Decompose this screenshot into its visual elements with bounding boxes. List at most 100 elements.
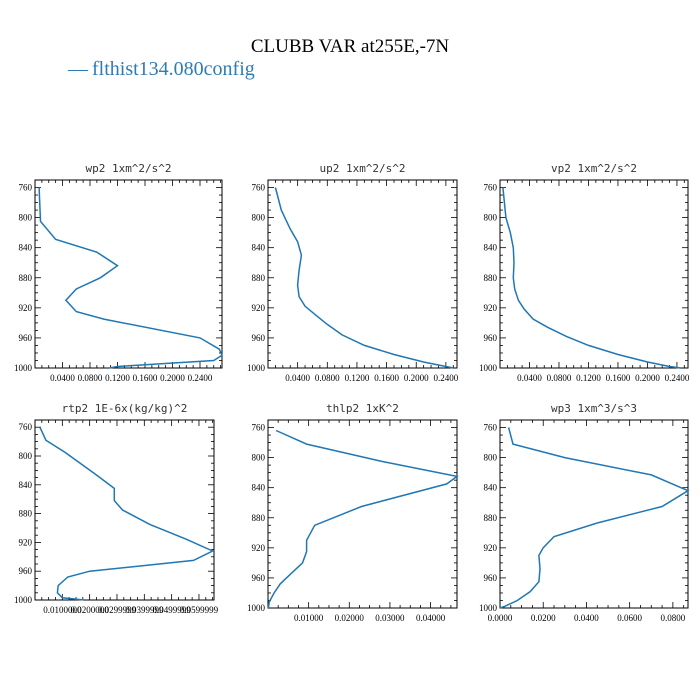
y-tick-label: 960 [19, 566, 33, 576]
legend-label: flthist134.080config [92, 58, 255, 80]
y-tick-label: 880 [252, 513, 266, 523]
x-tick-label: 0.1200 [345, 373, 370, 383]
x-tick-label: 0.0400 [517, 373, 542, 383]
y-tick-label: 880 [484, 273, 498, 283]
y-tick-label: 880 [19, 273, 33, 283]
x-tick-label: 0.2000 [635, 373, 660, 383]
x-tick-label: 0.2000 [404, 373, 429, 383]
x-tick-label: 0.0100000 [43, 605, 82, 615]
legend-line-icon: — [68, 58, 88, 80]
x-tick-label: 0.0800 [78, 373, 103, 383]
y-tick-label: 1000 [247, 603, 266, 613]
x-tick-label: 0.2400 [188, 373, 213, 383]
panel-frame [34, 179, 223, 369]
y-tick-label: 1000 [14, 595, 33, 605]
y-tick-label: 800 [19, 451, 33, 461]
panel-2: up2 1xm^2/s^2 760 800 840 880 920 960 1000 0.040… [247, 162, 459, 383]
figure-title: CLUBB VAR at255E,-7N [250, 36, 450, 57]
y-tick-label: 920 [252, 303, 266, 313]
y-tick-label: 960 [484, 333, 498, 343]
x-tick-label: 0.02000 [335, 613, 365, 623]
y-tick-label: 960 [484, 573, 498, 583]
x-tick-label: 0.0400 [285, 373, 310, 383]
y-tick-label: 760 [19, 183, 33, 193]
y-tick-label: 840 [252, 483, 266, 493]
y-tick-label: 760 [484, 183, 498, 193]
x-tick-label: 0.2400 [434, 373, 459, 383]
y-tick-label: 920 [252, 543, 266, 553]
y-tick-label: 960 [252, 333, 266, 343]
panel-5: thlp2 1xK^2 760 800 840 880 920 960 1000 0.01000… [247, 402, 459, 623]
panel-frame [267, 179, 458, 369]
series-line [38, 187, 223, 369]
x-tick-label: 0.0599999 [180, 605, 219, 615]
panel-frame [267, 419, 458, 609]
panel-frame [499, 419, 689, 609]
panel-title: rtp2 1E-6x(kg/kg)^2 [62, 402, 188, 415]
y-tick-label: 800 [252, 453, 266, 463]
panel-6: wp3 1xm^3/s^3 760 800 840 880 920 960 10000.000… [479, 402, 690, 623]
x-tick-label: 0.0400 [50, 373, 75, 383]
panel-title: thlp2 1xK^2 [326, 402, 399, 415]
panel-title: up2 1xm^2/s^2 [319, 162, 405, 175]
y-tick-label: 920 [19, 303, 33, 313]
series-line [502, 187, 681, 369]
x-tick-label: 0.03000 [375, 613, 405, 623]
series-line [267, 429, 459, 609]
y-tick-label: 760 [252, 423, 266, 433]
y-tick-label: 880 [252, 273, 266, 283]
y-tick-label: 800 [484, 453, 498, 463]
series-line [39, 426, 215, 601]
y-tick-label: 960 [19, 333, 33, 343]
x-tick-label: 0.0000 [488, 613, 513, 623]
x-tick-label: 0.2400 [665, 373, 690, 383]
x-tick-label: 0.1200 [105, 373, 130, 383]
y-tick-label: 800 [19, 213, 33, 223]
y-tick-label: 840 [484, 483, 498, 493]
y-tick-label: 880 [19, 509, 33, 519]
x-tick-label: 0.0600 [617, 613, 642, 623]
y-tick-label: 760 [484, 423, 498, 433]
x-tick-label: 0.0800 [547, 373, 572, 383]
panel-title: wp3 1xm^3/s^3 [551, 402, 637, 415]
panel-frame [34, 419, 215, 601]
x-tick-label: 0.1600 [374, 373, 399, 383]
x-tick-label: 0.01000 [294, 613, 324, 623]
y-tick-label: 840 [19, 480, 33, 490]
y-tick-label: 880 [484, 513, 498, 523]
panel-3: vp2 1xm^2/s^2 760 800 840 880 920 960 1000 0.040… [479, 162, 690, 383]
x-tick-label: 0.04000 [416, 613, 446, 623]
x-tick-label: 0.1600 [606, 373, 631, 383]
y-tick-label: 800 [484, 213, 498, 223]
x-tick-label: 0.0400 [574, 613, 599, 623]
x-tick-label: 0.0800 [660, 613, 685, 623]
y-tick-label: 960 [252, 573, 266, 583]
x-tick-label: 0.0299999 [98, 605, 137, 615]
x-tick-label: 0.0800 [315, 373, 340, 383]
panel-4: rtp2 1E-6x(kg/kg)^2 760 800 840 880 920 960 100… [14, 402, 219, 615]
y-tick-label: 840 [252, 243, 266, 253]
y-tick-label: 1000 [14, 363, 33, 373]
panel-title: wp2 1xm^2/s^2 [85, 162, 171, 175]
y-tick-label: 920 [484, 303, 498, 313]
y-tick-label: 1000 [479, 363, 498, 373]
y-tick-label: 920 [19, 537, 33, 547]
x-tick-label: 0.2000 [160, 373, 185, 383]
y-tick-label: 760 [19, 422, 33, 432]
x-tick-label: 0.0200000 [71, 605, 110, 615]
series-line [274, 187, 454, 369]
panel-frame [499, 179, 689, 369]
x-tick-label: 0.0499999 [153, 605, 192, 615]
y-tick-label: 1000 [247, 363, 266, 373]
series-line [499, 427, 690, 609]
y-tick-label: 840 [19, 243, 33, 253]
y-tick-label: 800 [252, 213, 266, 223]
y-tick-label: 920 [484, 543, 498, 553]
y-tick-label: 840 [484, 243, 498, 253]
panel-1: wp2 1xm^2/s^2 760 800 840 880 920 960 1000 0.040… [14, 162, 223, 383]
x-tick-label: 0.0200 [531, 613, 556, 623]
legend: — flthist134.080config [68, 58, 255, 81]
x-tick-label: 0.1600 [133, 373, 158, 383]
